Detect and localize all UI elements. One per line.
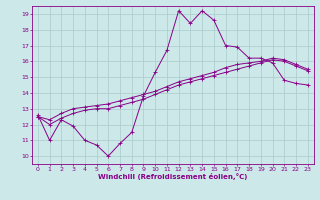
X-axis label: Windchill (Refroidissement éolien,°C): Windchill (Refroidissement éolien,°C) — [98, 173, 247, 180]
